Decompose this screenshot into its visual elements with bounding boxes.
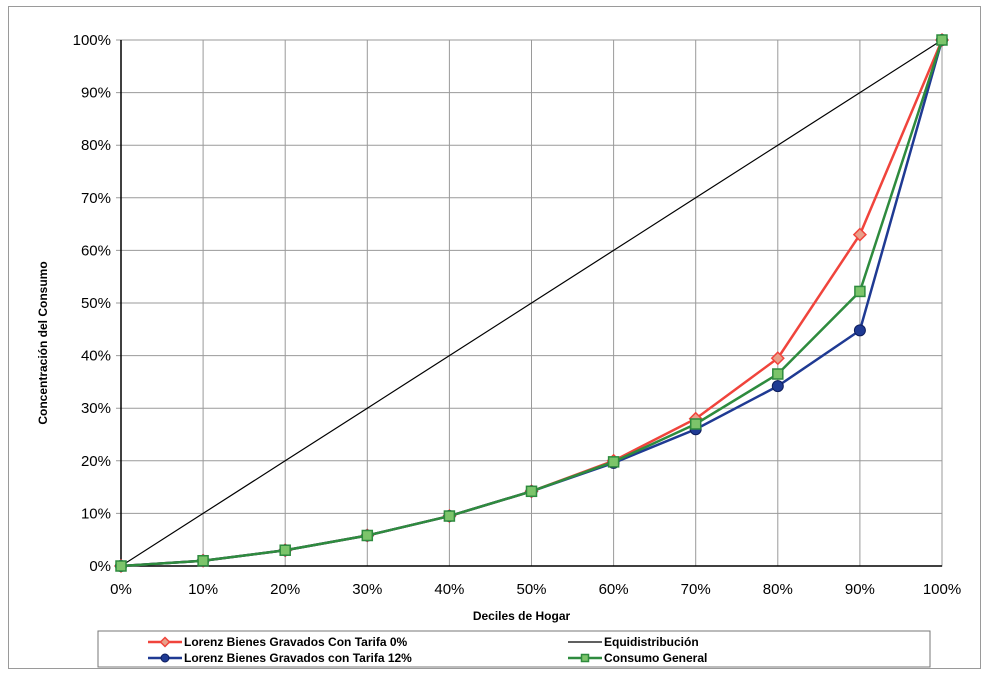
y-tick-label: 60% (81, 242, 111, 259)
data-point-square (443, 510, 456, 522)
legend-box (97, 630, 931, 668)
data-point-square (936, 34, 948, 46)
data-point-square (197, 554, 209, 567)
y-tick-label: 50% (81, 295, 111, 312)
y-tick-label: 40% (81, 348, 111, 365)
x-axis-title: Deciles de Hogar (473, 609, 571, 623)
data-point-square (607, 456, 620, 468)
x-tick-label: 50% (516, 581, 546, 598)
legend-entry-2: Lorenz Bienes Gravados con Tarifa 12% (148, 651, 412, 665)
x-tick-label: 80% (763, 581, 793, 598)
legend-entry-3: Consumo General (568, 651, 707, 665)
data-point-square (361, 529, 374, 542)
y-tick-label: 70% (81, 190, 111, 207)
data-point-square (525, 485, 538, 498)
legend-label: Lorenz Bienes Gravados con Tarifa 12% (184, 651, 412, 665)
y-tick-label: 10% (81, 505, 111, 522)
data-point-square (115, 560, 127, 572)
x-tick-label: 100% (923, 581, 961, 598)
data-point-square (772, 368, 784, 380)
series (113, 32, 950, 574)
y-tick-label: 90% (81, 85, 111, 102)
data-point-square (580, 653, 590, 663)
data-point-circle (160, 653, 170, 663)
legend: Lorenz Bienes Gravados Con Tarifa 0% Equi… (97, 630, 931, 668)
series-line (120, 39, 943, 567)
legend-label: Lorenz Bienes Gravados Con Tarifa 0% (184, 635, 408, 649)
x-tick-label: 60% (599, 581, 629, 598)
x-tick-label: 10% (188, 581, 218, 598)
x-tick-label: 70% (681, 581, 711, 598)
y-axis-title: Concentración del Consumo (36, 261, 50, 424)
series-1 (120, 39, 943, 567)
series-3 (115, 34, 948, 572)
y-tick-label: 0% (89, 558, 111, 575)
chart-frame: 0% 10% 20% 30% 40% 50% 60% 70% 80% 90% 100% 0% 10% 20… (8, 6, 981, 669)
data-point-circle (853, 324, 866, 337)
x-tick-label: 0% (110, 581, 132, 598)
tick-labels: 0% 10% 20% 30% 40% 50% 60% 70% 80% 90% 100% 0% 10% 20… (73, 32, 962, 598)
y-tick-label: 80% (81, 137, 111, 154)
data-point-diamond (852, 227, 867, 242)
lorenz-chart: 0% 10% 20% 30% 40% 50% 60% 70% 80% 90% 100% 0% 10% 20… (36, 32, 962, 668)
legend-entry-1: Equidistribución (568, 635, 699, 649)
y-tick-label: 30% (81, 400, 111, 417)
data-point-diamond (159, 636, 171, 648)
data-point-square (689, 418, 702, 430)
legend-label: Equidistribución (604, 635, 699, 649)
x-tick-label: 30% (352, 581, 382, 598)
legend-entry-0: Lorenz Bienes Gravados Con Tarifa 0% (148, 635, 408, 649)
data-point-circle (771, 380, 784, 393)
x-tick-label: 40% (434, 581, 464, 598)
legend-label: Consumo General (604, 651, 707, 665)
y-tick-label: 20% (81, 453, 111, 470)
data-point-diamond (770, 351, 785, 366)
y-tick-label: 100% (73, 32, 111, 49)
x-tick-label: 90% (845, 581, 875, 598)
data-point-square (279, 544, 291, 556)
data-point-square (854, 285, 866, 298)
x-tick-label: 20% (270, 581, 300, 598)
